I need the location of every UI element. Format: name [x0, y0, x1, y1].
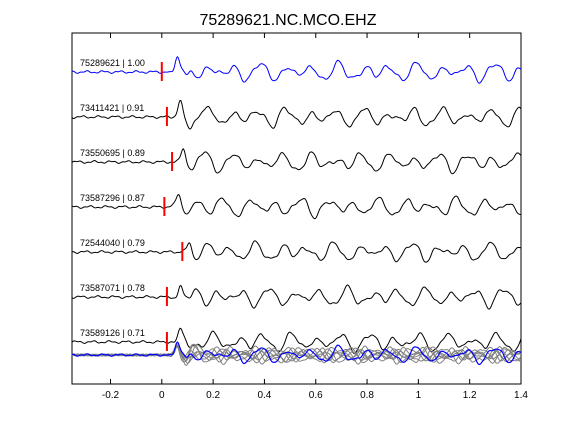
trace-3-line: [71, 148, 522, 175]
trace-6-line: [71, 284, 522, 310]
trace-2-line: [71, 99, 522, 130]
plot-area-frame: [71, 32, 522, 385]
trace-4-label: 73587296 | 0.87: [80, 193, 145, 203]
x-tick-label-3: 0.4: [257, 390, 271, 401]
x-tick-label-8: 1.4: [514, 390, 528, 401]
x-tick-label-6: 1: [416, 390, 422, 401]
x-tick-label-7: 1.2: [463, 390, 477, 401]
x-tick-label-2: 0.2: [206, 390, 220, 401]
x-tick-label-1: 0: [159, 390, 165, 401]
trace-2-label: 73411421 | 0.91: [80, 103, 144, 113]
x-tick-label-5: 0.8: [360, 390, 374, 401]
trace-1-label: 75289621 | 1.00: [80, 58, 145, 68]
trace-5-label: 72544040 | 0.79: [80, 238, 145, 248]
chart-title: 75289621.NC.MCO.EHZ: [200, 12, 377, 29]
stack-reference-line: [71, 341, 522, 366]
stack-gray-line-4: [71, 344, 522, 364]
stack-overlay-group: [71, 341, 522, 366]
stack-gray-line-7: [71, 343, 522, 364]
x-tick-label-0: -0.2: [102, 390, 120, 401]
x-axis-ticks: -0.2 0 0.2 0.4 0.6 0.8 1 1.2 1.4: [102, 33, 528, 401]
trace-1-line: [71, 55, 522, 84]
trace-3-label: 73550695 | 0.89: [80, 148, 145, 158]
trace-group: 75289621 | 1.00 73411421 | 0.91 73550695 |…: [71, 55, 522, 355]
x-tick-label-4: 0.6: [309, 390, 323, 401]
trace-7-line: [71, 327, 522, 355]
trace-5-line: [71, 240, 522, 263]
trace-4-line: [71, 193, 522, 220]
trace-7-label: 73589126 | 0.71: [80, 328, 145, 338]
trace-6-label: 73587071 | 0.78: [80, 283, 145, 293]
